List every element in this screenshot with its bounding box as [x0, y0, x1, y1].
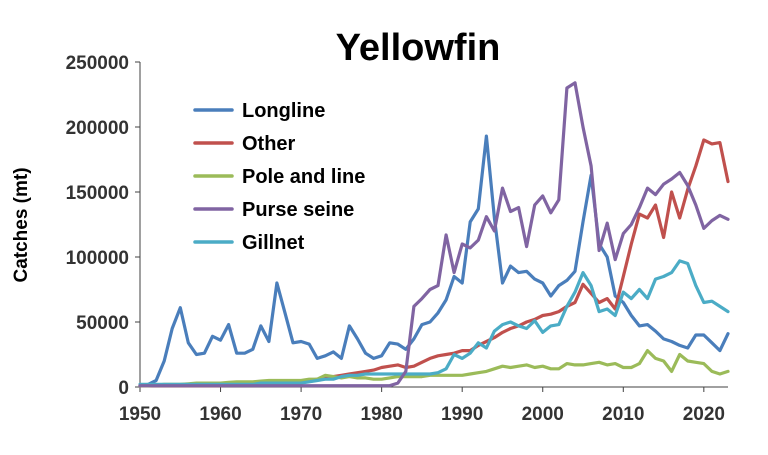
x-tick-label: 1980	[361, 404, 403, 425]
y-tick-label: 250000	[66, 53, 129, 74]
legend-label-gillnet: Gillnet	[242, 232, 305, 254]
y-tick-label: 50000	[76, 313, 129, 334]
y-tick-label: 100000	[66, 248, 129, 269]
x-tick-label: 1950	[119, 404, 161, 425]
legend: Longline Other Pole and line Purse seine Gil…	[193, 100, 365, 254]
legend-label-longline: Longline	[242, 100, 325, 122]
x-tick-label: 2000	[522, 404, 564, 425]
series-lines	[138, 81, 730, 388]
y-axis-label: Catches (mt)	[11, 167, 32, 282]
x-tick-label: 2020	[683, 404, 725, 425]
y-tick-label: 200000	[66, 118, 129, 139]
x-ticks: 1950 1960 1970 1980 1990 2000 2010 2020	[119, 387, 725, 425]
series-line-longline	[138, 134, 730, 388]
legend-label-purse-seine: Purse seine	[242, 199, 354, 221]
y-tick-label: 150000	[66, 183, 129, 204]
legend-label-pole-and-line: Pole and line	[242, 166, 365, 188]
x-tick-label: 2010	[602, 404, 644, 425]
y-ticks: 0 50000 100000 150000 200000 250000	[66, 53, 140, 399]
series-line-purse-seine	[138, 81, 730, 388]
x-tick-label: 1990	[441, 404, 483, 425]
series-line-gillnet	[138, 259, 730, 386]
x-tick-label: 1970	[280, 404, 322, 425]
series-line-pole-and-line	[138, 349, 730, 388]
chart-title: Yellowfin	[336, 27, 501, 69]
y-tick-label: 0	[118, 378, 129, 399]
legend-label-other: Other	[242, 133, 296, 155]
x-tick-label: 1960	[199, 404, 241, 425]
